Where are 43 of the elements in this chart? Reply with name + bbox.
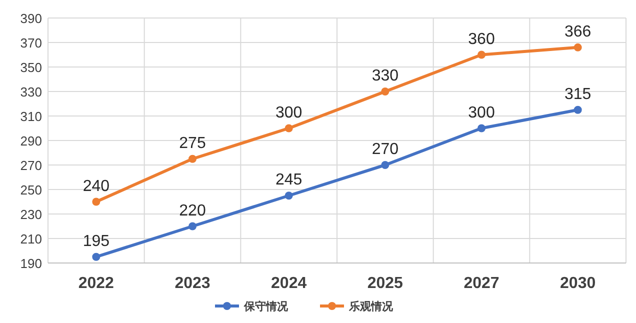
y-tick-label: 230	[20, 207, 42, 222]
data-label: 240	[82, 178, 110, 195]
y-tick-label: 250	[20, 182, 42, 198]
point	[574, 43, 582, 52]
point	[381, 161, 390, 169]
legend-label: 保守情况	[243, 300, 289, 313]
point	[478, 50, 486, 59]
point	[188, 154, 196, 163]
y-tick-label: 290	[20, 134, 42, 148]
y-tick-label: 310	[20, 109, 42, 124]
data-label: 315	[564, 86, 592, 103]
y-tick-label: 330	[20, 84, 42, 100]
data-label: 275	[179, 134, 206, 152]
data-label: 195	[82, 232, 110, 250]
point	[92, 198, 100, 206]
y-tick-label: 370	[20, 36, 42, 50]
x-tick-label: 2030	[560, 275, 596, 292]
y-tick-label: 190	[20, 256, 42, 271]
legend-label: 乐观情况	[348, 300, 394, 313]
point	[284, 192, 293, 200]
data-label: 300	[275, 104, 302, 122]
data-label: 330	[372, 68, 399, 84]
x-tick-label: 2027	[464, 275, 500, 292]
x-tick-label: 2024	[271, 275, 307, 292]
point	[574, 106, 582, 114]
y-tick-label: 390	[20, 11, 42, 26]
y-tick-label: 270	[20, 158, 42, 173]
y-tick-label: 350	[20, 60, 42, 75]
data-label: 270	[372, 141, 399, 158]
data-label: 220	[179, 202, 206, 220]
x-tick-label: 2025	[367, 275, 404, 292]
point	[381, 88, 390, 96]
y-tick-label: 210	[20, 232, 42, 246]
data-label: 360	[468, 30, 495, 48]
x-tick-label: 2023	[174, 275, 210, 292]
point	[284, 124, 293, 132]
point	[478, 124, 486, 132]
data-label: 366	[564, 23, 592, 40]
point	[188, 222, 196, 230]
x-tick-label: 2022	[78, 275, 114, 292]
data-label: 300	[468, 104, 495, 122]
point	[92, 252, 100, 261]
data-label: 245	[275, 172, 302, 189]
